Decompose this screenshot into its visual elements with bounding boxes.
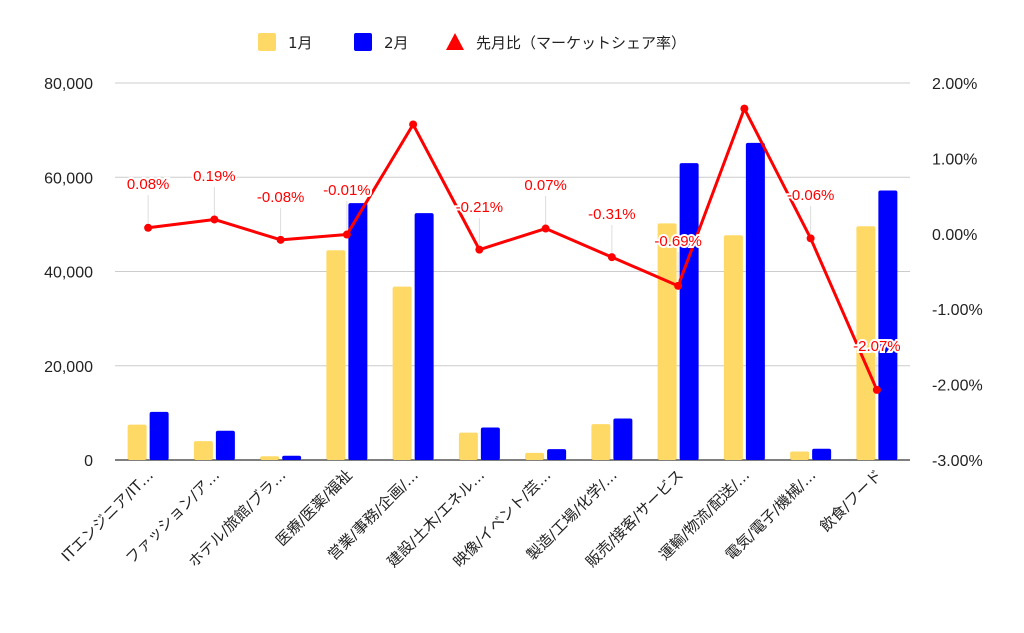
data-label: -0.21%	[456, 199, 504, 216]
y-right-tick-label: 2.00%	[932, 76, 977, 93]
axes: 0 20,000 40,000 60,000 80,000 -3.00% -2.00% -1.…	[44, 76, 983, 571]
gridlines	[115, 82, 910, 461]
line-point	[607, 253, 616, 262]
y-left-tick-label: 20,000	[44, 359, 93, 376]
triangle-icon	[446, 33, 464, 50]
y-right-tick-label: -1.00%	[932, 302, 983, 319]
line-point	[475, 245, 484, 254]
bar-2月	[414, 213, 434, 460]
y-left-tick-label: 40,000	[44, 265, 93, 282]
bar-2月	[480, 427, 500, 460]
bar-2月	[812, 448, 832, 460]
data-label: -0.06%	[787, 187, 835, 204]
line-point	[144, 223, 153, 232]
line-point	[276, 235, 285, 244]
line-point	[674, 281, 683, 290]
bar-1月	[193, 441, 213, 460]
y-left-tick-label: 60,000	[44, 170, 93, 187]
bar-2月	[878, 190, 898, 460]
data-label: -0.08%	[257, 189, 305, 206]
legend-swatch-2月	[354, 33, 372, 51]
line-point	[541, 224, 550, 233]
x-tick-label: 飲食/フード	[816, 466, 885, 535]
y-left-tick-label: 80,000	[44, 76, 93, 93]
bar-1月	[856, 226, 876, 460]
bar-2月	[613, 418, 633, 460]
legend: 1月 2月 先月比（マーケットシェア率）	[258, 33, 686, 52]
line-point	[740, 104, 749, 113]
bar-1月	[657, 223, 677, 460]
line-series: 0.08% 0.19% -0.08% -0.01% -0.21% 0.07% -0.31% -…	[125, 104, 903, 394]
y-right-tick-label: -3.00%	[932, 453, 983, 470]
line-path	[147, 107, 879, 391]
bar-2月	[215, 430, 235, 460]
data-label: -2.07%	[853, 338, 901, 355]
legend-label: 2月	[384, 34, 409, 52]
legend-swatch-1月	[258, 33, 276, 51]
line-point	[342, 230, 351, 239]
bar-1月	[790, 451, 810, 460]
y-right-tick-label: 1.00%	[932, 151, 977, 168]
legend-label: 1月	[288, 34, 313, 52]
data-label: -0.69%	[654, 233, 702, 250]
line-point	[872, 385, 881, 394]
bar-2月	[679, 163, 699, 461]
bar-1月	[723, 235, 743, 460]
data-label: 0.08%	[127, 176, 170, 193]
bar-2月	[282, 455, 302, 460]
data-label: 0.19%	[193, 168, 236, 185]
line-point	[806, 234, 815, 243]
bar-1月	[260, 456, 280, 460]
bar-1月	[458, 432, 478, 460]
bar-2月	[348, 203, 368, 460]
bar-1月	[591, 424, 611, 460]
line-point	[409, 120, 418, 129]
bar-1月	[326, 250, 346, 460]
bar-2月	[149, 411, 169, 460]
bar-2月	[745, 142, 765, 460]
bar-1月	[525, 452, 545, 460]
legend-label: 先月比（マーケットシェア率）	[476, 34, 686, 52]
bar-series	[127, 142, 898, 461]
data-label: -0.31%	[588, 206, 636, 223]
line-point	[210, 215, 219, 224]
data-label: -0.01%	[323, 182, 371, 199]
y-right-tick-label: -2.00%	[932, 378, 983, 395]
y-left-tick-label: 0	[84, 453, 93, 470]
bar-1月	[127, 424, 147, 460]
y-right-tick-label: 0.00%	[932, 227, 977, 244]
bar-2月	[547, 449, 567, 460]
data-label: 0.07%	[524, 177, 567, 194]
bar-1月	[392, 286, 412, 460]
